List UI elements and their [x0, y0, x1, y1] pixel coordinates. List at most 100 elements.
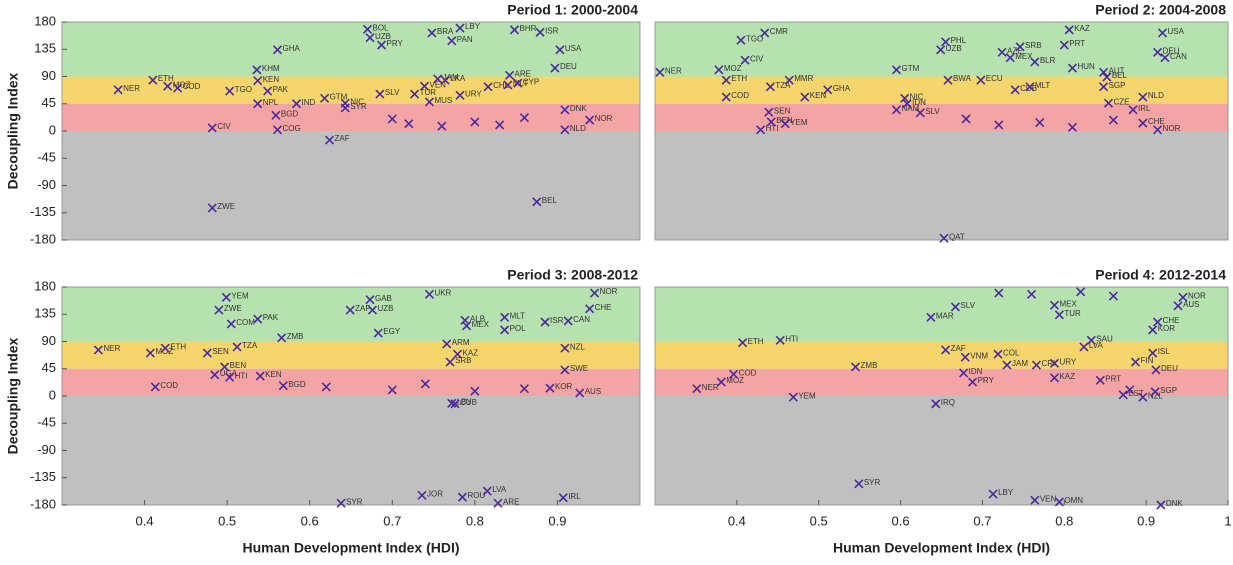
marker	[433, 74, 443, 84]
marker	[482, 486, 492, 496]
band	[62, 76, 640, 104]
marker	[1010, 85, 1020, 95]
point-label: UZB	[377, 304, 393, 313]
x-axis-label: Human Development Index (HDI)	[242, 540, 459, 556]
point-label: ZMB	[287, 332, 304, 341]
marker	[263, 86, 273, 96]
point-label: KHM	[262, 64, 280, 73]
y-tick-label: -135	[30, 204, 56, 219]
point-label: NZL	[570, 342, 586, 351]
marker	[424, 289, 435, 299]
point-label: EST	[1128, 389, 1144, 398]
point-label: TGO	[746, 34, 763, 43]
marker	[931, 399, 941, 409]
point-label: JAM	[443, 73, 459, 82]
marker	[936, 45, 946, 55]
point-label: ISL	[1158, 347, 1171, 356]
marker	[375, 89, 385, 99]
point-label: LVA	[1089, 341, 1104, 350]
marker	[220, 362, 230, 372]
point-label: ALB	[470, 314, 485, 323]
marker	[1030, 495, 1040, 505]
marker	[997, 47, 1007, 57]
marker	[1102, 72, 1112, 82]
marker	[148, 75, 158, 85]
marker	[716, 377, 726, 387]
marker	[457, 492, 468, 502]
point-label: MUS	[434, 96, 452, 105]
point-label: HTI	[785, 334, 798, 343]
point-label: CHE	[595, 303, 612, 312]
point-label: CHE	[1163, 316, 1180, 325]
point-label: ZWE	[224, 304, 242, 313]
point-label: SEN	[212, 347, 229, 356]
point-label: ROU	[467, 491, 485, 500]
point-label: HTI	[235, 371, 248, 380]
marker	[272, 125, 283, 135]
y-tick-label: 0	[49, 387, 56, 402]
marker	[1118, 390, 1128, 400]
point-label: NAM	[901, 104, 919, 113]
marker	[994, 120, 1004, 130]
point-label: OMN	[1064, 496, 1083, 505]
marker	[939, 233, 949, 243]
band	[62, 22, 640, 77]
marker	[271, 110, 281, 120]
point-label: NOR	[600, 287, 618, 296]
marker	[1099, 82, 1109, 92]
band	[655, 131, 1228, 240]
marker	[950, 302, 960, 312]
marker	[500, 325, 510, 335]
marker	[320, 93, 330, 103]
point-label: CZE	[1113, 97, 1129, 106]
marker	[1151, 365, 1161, 375]
marker	[959, 368, 969, 378]
marker	[340, 103, 350, 113]
marker	[1049, 373, 1060, 383]
marker	[1067, 63, 1078, 73]
marker	[500, 312, 510, 322]
y-tick-label: -180	[30, 496, 56, 511]
marker	[503, 80, 513, 90]
marker	[450, 399, 460, 409]
point-label: YEM	[798, 391, 816, 400]
point-label: BEL	[542, 196, 558, 205]
point-label: NIC	[350, 97, 364, 106]
marker	[210, 370, 220, 380]
marker	[291, 99, 302, 109]
band	[62, 103, 640, 131]
y-axis-label: Decoupling Index	[5, 72, 21, 189]
point-label: BGD	[288, 380, 306, 389]
band	[655, 368, 1228, 396]
marker	[1130, 357, 1141, 367]
point-label: COD	[731, 91, 749, 100]
point-label: ZAF	[335, 134, 350, 143]
marker	[1099, 67, 1109, 77]
marker	[419, 81, 430, 91]
point-label: SWE	[570, 364, 588, 373]
marker	[736, 35, 746, 45]
y-tick-label: 45	[42, 360, 56, 375]
band	[62, 396, 640, 505]
marker	[1054, 497, 1064, 507]
marker	[225, 86, 235, 96]
marker	[692, 384, 702, 394]
point-label: DNK	[570, 104, 588, 113]
marker	[535, 27, 545, 37]
point-label: BEN	[776, 116, 793, 125]
point-label: GAB	[375, 294, 392, 303]
point-label: ZAF	[951, 344, 966, 353]
x-tick-label: 0.8	[1055, 513, 1073, 528]
point-label: CHE	[1148, 117, 1165, 126]
point-label: PRT	[1105, 374, 1121, 383]
point-label: NER	[665, 66, 682, 75]
marker	[766, 117, 776, 127]
x-tick-label: 0.4	[728, 513, 746, 528]
x-tick-label: 0.7	[973, 513, 991, 528]
point-label: SGP	[1160, 386, 1177, 395]
point-label: COG	[283, 124, 301, 133]
marker	[854, 479, 864, 489]
marker	[1064, 25, 1074, 35]
point-label: GTM	[330, 92, 348, 101]
